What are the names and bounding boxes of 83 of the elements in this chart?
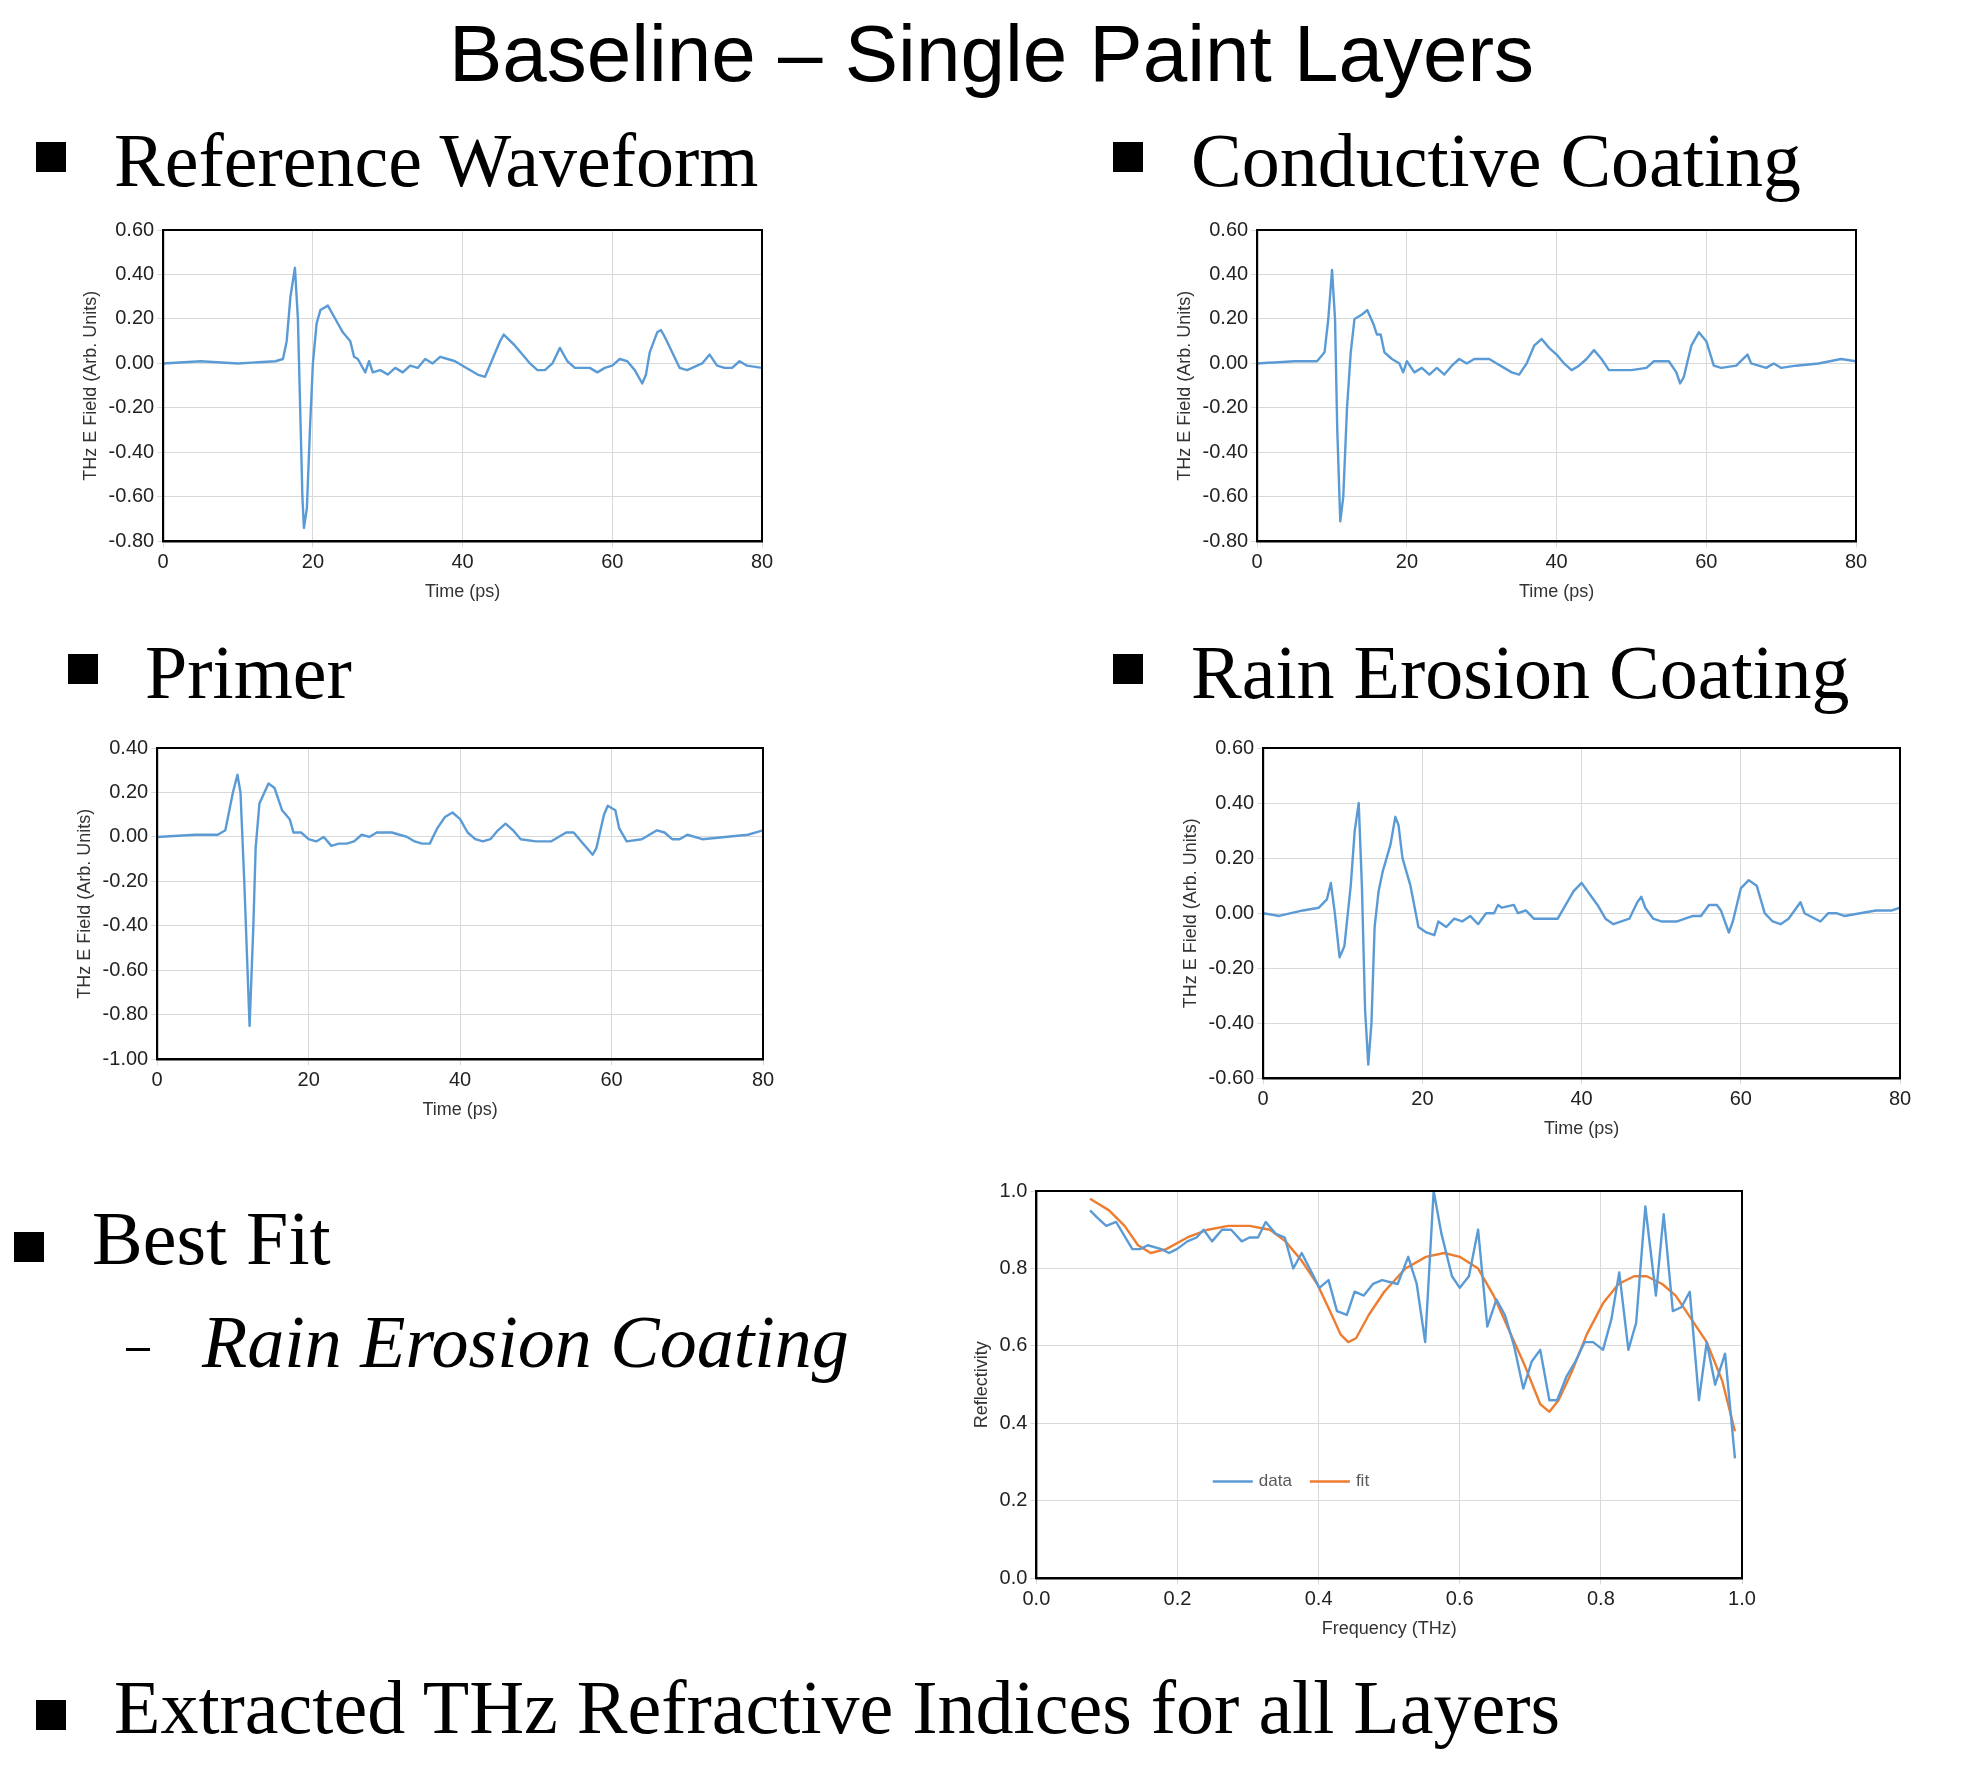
x-tick-label: 40 [448, 1067, 472, 1090]
y-tick-label: 0.20 [1209, 306, 1249, 329]
x-tick-label: 60 [601, 549, 624, 572]
x-tick-label: 20 [297, 1067, 320, 1090]
y-tick-label: -0.40 [1202, 439, 1249, 462]
y-tick-label: 0.60 [115, 217, 155, 240]
x-tick-label: 1.0 [1728, 1586, 1756, 1609]
x-tick-label: 40 [451, 549, 474, 572]
y-tick-label: 0.8 [999, 1256, 1028, 1278]
y-tick-label: 0.60 [1215, 735, 1255, 758]
y-tick-label: -0.60 [1208, 1065, 1255, 1088]
chart-title: Rain Erosion Coating [1191, 630, 1850, 714]
y-tick-label: -0.60 [1202, 484, 1249, 507]
x-tick-label: 60 [1695, 549, 1718, 572]
y-axis-title: THz E Field (Arb. Units) [79, 290, 100, 481]
y-tick-label: 0.00 [1209, 350, 1249, 373]
x-tick-label: 80 [1844, 549, 1868, 572]
y-tick-label: -0.40 [102, 913, 149, 936]
y-tick-label: 0.6 [999, 1333, 1028, 1356]
y-tick-label: 0.40 [1209, 262, 1249, 284]
x-tick-label: 80 [1888, 1086, 1912, 1109]
y-tick-label: 0.20 [1215, 845, 1255, 868]
y-tick-label: -0.20 [108, 395, 155, 418]
y-tick-label: 0.00 [115, 350, 155, 373]
x-tick-label: 80 [750, 549, 774, 572]
text: Rain Erosion Coating [202, 1300, 849, 1384]
x-axis-title: Time (ps) [1543, 1118, 1620, 1139]
text: Extracted THz Refractive Indices for all Layers [114, 1665, 1561, 1749]
x-tick-label: 0.8 [1586, 1586, 1615, 1609]
y-tick-label: 0.40 [1215, 790, 1255, 813]
y-tick-label: 0.40 [109, 735, 149, 758]
chart-title: Primer [145, 630, 352, 714]
y-tick-label: -0.60 [108, 484, 155, 507]
y-tick-label: -0.40 [108, 439, 155, 462]
x-tick-label: 0.2 [1163, 1586, 1192, 1609]
x-tick-label: 60 [600, 1067, 623, 1090]
x-axis-title: Frequency (THz) [1321, 1618, 1457, 1639]
y-tick-label: 0.00 [1215, 900, 1255, 923]
y-tick-label: 0.2 [999, 1488, 1028, 1511]
x-tick-label: 80 [751, 1067, 775, 1090]
y-tick-label: 0.40 [115, 262, 155, 284]
y-tick-label: -0.20 [1202, 395, 1249, 418]
y-tick-label: 1.0 [999, 1178, 1028, 1201]
y-tick-label: 0.00 [109, 824, 149, 847]
y-tick-label: -0.60 [102, 957, 149, 980]
y-tick-label: -0.80 [108, 528, 155, 551]
chart-title: Conductive Coating [1191, 118, 1802, 202]
x-axis-title: Time (ps) [1518, 581, 1595, 602]
text: Best Fit [92, 1196, 331, 1280]
x-tick-label: 20 [1411, 1086, 1434, 1109]
x-tick-label: 0 [151, 1067, 163, 1090]
y-tick-label: -0.80 [102, 1002, 149, 1025]
y-tick-label: -1.00 [102, 1046, 149, 1069]
x-tick-label: 0.6 [1445, 1586, 1474, 1609]
y-tick-label: 0.60 [1209, 217, 1249, 240]
x-tick-label: 0.0 [1022, 1586, 1051, 1609]
x-axis-title: Time (ps) [422, 1099, 498, 1120]
x-tick-label: 40 [1570, 1086, 1593, 1109]
y-tick-label: 0.20 [115, 306, 155, 329]
text: Baseline – Single Paint Layers [447, 8, 1536, 100]
x-tick-label: 0 [1251, 549, 1263, 572]
y-tick-label: 0.4 [999, 1410, 1028, 1433]
x-tick-label: 60 [1729, 1086, 1752, 1109]
x-tick-label: 20 [1395, 549, 1419, 572]
x-tick-label: 20 [301, 549, 325, 572]
y-tick-label: 0.0 [999, 1565, 1028, 1588]
y-axis-title: Reflectivity [970, 1341, 991, 1429]
y-tick-label: -0.20 [1208, 955, 1255, 978]
x-tick-label: 0.4 [1304, 1586, 1333, 1609]
y-tick-label: -0.20 [102, 868, 149, 891]
y-axis-title: THz E Field (Arb. Units) [1173, 290, 1194, 481]
y-axis-title: THz E Field (Arb. Units) [73, 808, 94, 999]
x-tick-label: 0 [1257, 1086, 1269, 1109]
x-tick-label: 0 [157, 549, 169, 572]
y-tick-label: -0.80 [1202, 528, 1249, 551]
legend-label: data [1258, 1471, 1293, 1491]
y-axis-title: THz E Field (Arb. Units) [1179, 818, 1200, 1009]
y-tick-label: -0.40 [1208, 1010, 1255, 1033]
y-tick-label: 0.20 [109, 780, 149, 802]
x-axis-title: Time (ps) [424, 581, 501, 602]
legend-label: fit [1355, 1471, 1370, 1491]
chart-title: Reference Waveform [114, 118, 759, 202]
x-tick-label: 40 [1545, 549, 1568, 572]
